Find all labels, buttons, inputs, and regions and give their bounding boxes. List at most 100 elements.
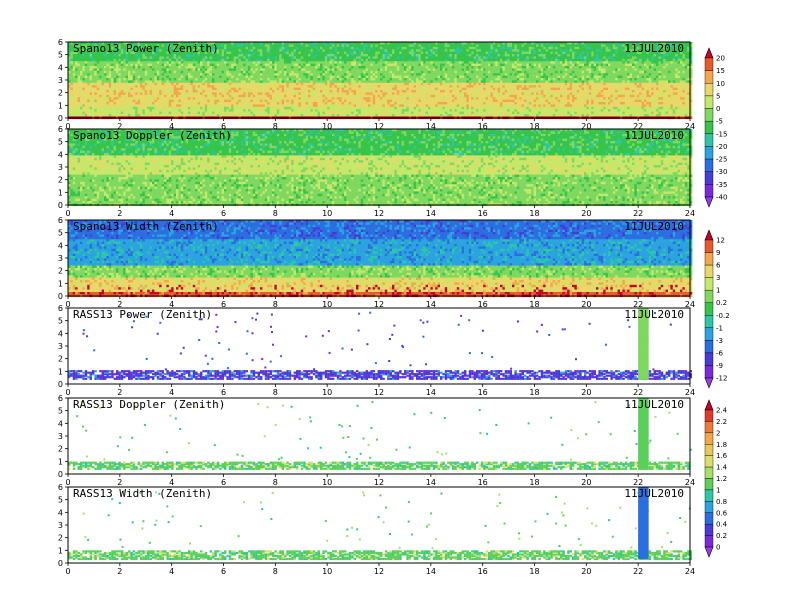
data-cell bbox=[425, 61, 429, 64]
data-cell bbox=[108, 78, 112, 81]
data-cell bbox=[272, 75, 275, 79]
data-cell bbox=[296, 63, 299, 67]
data-cell bbox=[226, 82, 230, 86]
data-cell bbox=[363, 111, 366, 115]
data-cell bbox=[377, 102, 381, 105]
data-cell bbox=[224, 49, 227, 52]
data-cell bbox=[178, 44, 182, 48]
data-cell bbox=[228, 54, 232, 57]
data-cell bbox=[437, 56, 441, 60]
data-cell bbox=[344, 85, 347, 88]
data-cell bbox=[435, 78, 438, 81]
data-cell bbox=[113, 73, 117, 76]
data-cell bbox=[99, 92, 102, 96]
data-cell bbox=[147, 58, 150, 62]
data-cell bbox=[296, 58, 299, 62]
data-cell bbox=[168, 68, 172, 72]
data-cell bbox=[300, 73, 304, 76]
data-cell bbox=[346, 70, 350, 74]
data-cell bbox=[123, 102, 126, 105]
data-cell bbox=[305, 61, 309, 64]
data-cell bbox=[396, 104, 400, 108]
data-cell bbox=[149, 102, 153, 105]
data-cell bbox=[221, 75, 225, 79]
data-cell bbox=[425, 94, 429, 98]
data-cell bbox=[75, 90, 78, 93]
data-cell bbox=[216, 63, 220, 67]
data-cell bbox=[339, 104, 342, 108]
data-cell bbox=[212, 44, 215, 48]
data-cell bbox=[320, 58, 323, 62]
data-cell bbox=[180, 70, 184, 74]
data-cell bbox=[344, 87, 347, 91]
data-cell bbox=[284, 111, 287, 115]
data-cell bbox=[394, 66, 398, 69]
data-cell bbox=[377, 73, 381, 76]
data-cell bbox=[353, 68, 357, 72]
data-cell bbox=[101, 80, 105, 84]
data-cell bbox=[384, 46, 388, 50]
data-cell bbox=[262, 42, 266, 45]
data-cell bbox=[87, 56, 90, 60]
data-cell bbox=[432, 49, 436, 52]
data-cell bbox=[394, 61, 398, 64]
data-cell bbox=[248, 73, 251, 76]
data-cell bbox=[161, 82, 165, 86]
data-cell bbox=[226, 63, 230, 67]
data-cell bbox=[219, 94, 222, 98]
data-cell bbox=[192, 102, 196, 105]
data-cell bbox=[231, 56, 234, 60]
data-cell bbox=[286, 51, 290, 55]
data-cell bbox=[111, 54, 114, 57]
data-cell bbox=[358, 68, 362, 72]
data-cell bbox=[248, 90, 251, 93]
data-cell bbox=[344, 46, 347, 50]
data-cell bbox=[140, 66, 143, 69]
data-cell bbox=[209, 94, 213, 98]
data-cell bbox=[360, 61, 364, 64]
data-cell bbox=[315, 99, 318, 103]
data-cell bbox=[140, 46, 143, 50]
data-cell bbox=[435, 56, 438, 60]
data-cell bbox=[192, 42, 196, 45]
data-cell bbox=[87, 94, 90, 98]
data-cell bbox=[380, 85, 383, 88]
data-cell bbox=[125, 42, 129, 45]
data-cell bbox=[339, 75, 342, 79]
data-cell bbox=[351, 78, 354, 81]
data-cell bbox=[118, 97, 122, 100]
data-cell bbox=[392, 80, 395, 84]
data-cell bbox=[368, 51, 371, 55]
data-cell bbox=[185, 97, 189, 100]
data-cell bbox=[190, 78, 194, 81]
data-cell bbox=[75, 46, 78, 50]
data-cell bbox=[440, 73, 443, 76]
data-cell bbox=[197, 44, 201, 48]
data-cell bbox=[94, 63, 98, 67]
data-cell bbox=[382, 90, 386, 93]
data-cell bbox=[156, 114, 160, 117]
data-cell bbox=[154, 73, 158, 76]
data-cell bbox=[332, 49, 335, 52]
data-cell bbox=[207, 111, 210, 115]
data-cell bbox=[140, 44, 143, 48]
data-cell bbox=[108, 56, 112, 60]
data-cell bbox=[281, 70, 285, 74]
data-cell bbox=[372, 42, 376, 45]
data-cell bbox=[430, 80, 434, 84]
data-cell bbox=[192, 66, 196, 69]
data-cell bbox=[324, 78, 328, 81]
data-cell bbox=[312, 73, 316, 76]
data-cell bbox=[204, 68, 208, 72]
data-cell bbox=[432, 97, 436, 100]
data-cell bbox=[180, 78, 184, 81]
data-cell bbox=[344, 51, 347, 55]
data-cell bbox=[147, 114, 150, 117]
data-cell bbox=[92, 109, 95, 112]
data-cell bbox=[252, 63, 256, 67]
data-cell bbox=[240, 92, 244, 96]
data-cell bbox=[72, 46, 76, 50]
data-cell bbox=[324, 97, 328, 100]
data-cell bbox=[113, 63, 117, 67]
data-cell bbox=[315, 75, 318, 79]
